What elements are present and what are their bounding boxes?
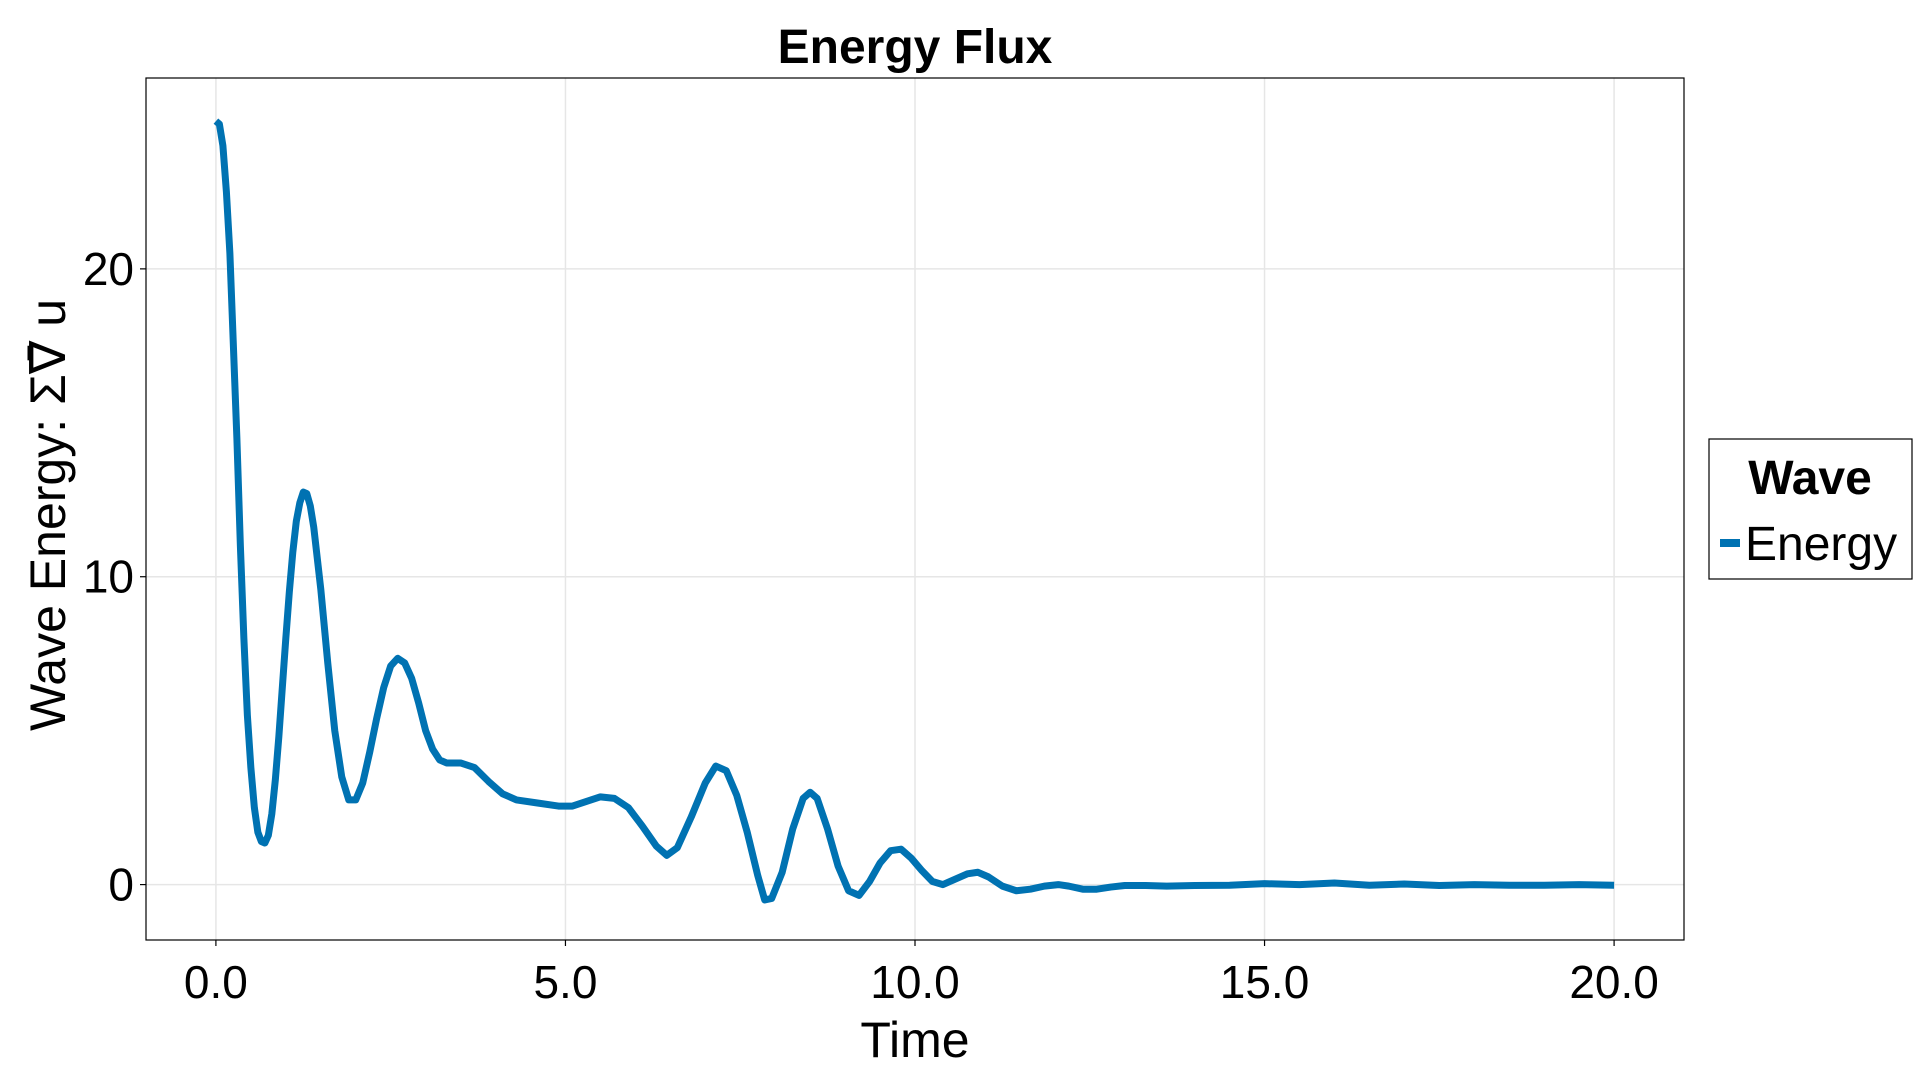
tick-layer: 0.0 5.0 10.0 15.0 20.0 0 10 20 (83, 243, 1659, 1008)
series-layer (213, 118, 1615, 904)
y-tick-label: 0 (108, 859, 134, 911)
y-axis-label: Wave Energy: Σ∇̄ u (20, 299, 76, 731)
legend-entry-energy: Energy (1745, 518, 1897, 571)
series-line-energy (213, 118, 1615, 904)
legend-box (1708, 438, 1913, 580)
chart-title: Energy Flux (778, 21, 1053, 74)
y-tick-label: 20 (83, 243, 134, 295)
legend: Wave Energy (1708, 438, 1913, 580)
legend-title: Wave (1748, 452, 1872, 505)
y-tick-label: 10 (83, 551, 134, 603)
x-tick-label: 5.0 (533, 956, 597, 1008)
x-tick-label: 10.0 (870, 956, 960, 1008)
x-tick-label: 0.0 (184, 956, 248, 1008)
x-tick-label: 15.0 (1220, 956, 1310, 1008)
grid (146, 78, 1684, 940)
x-tick-label: 20.0 (1569, 956, 1659, 1008)
x-axis-label: Time (860, 1012, 969, 1068)
